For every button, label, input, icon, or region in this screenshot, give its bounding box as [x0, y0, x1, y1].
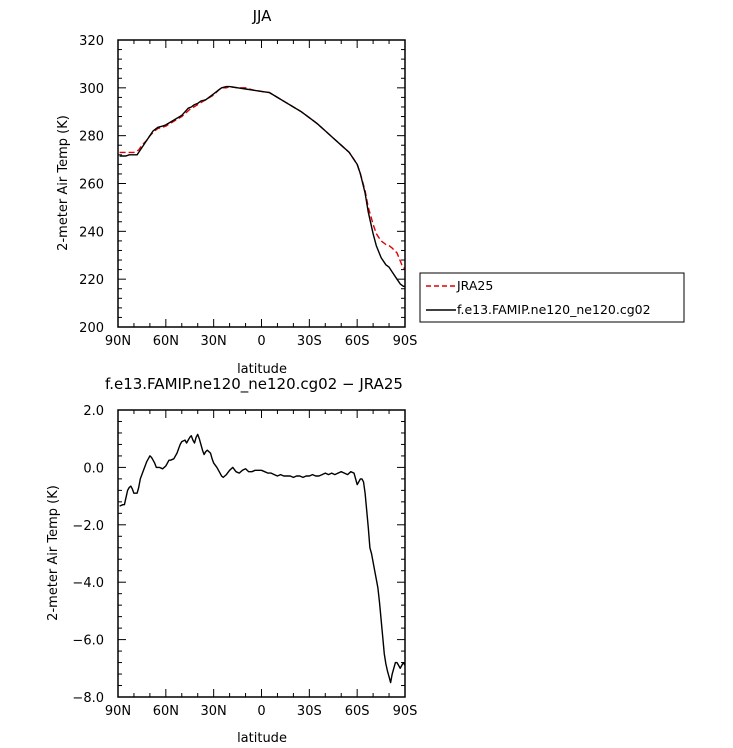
bottom-x-axis-label: latitude — [237, 731, 287, 746]
legend-box — [419, 272, 685, 323]
top-ticks — [117, 39, 406, 328]
bottom-chart-title: f.e13.FAMIP.ne120_ne120.cg02 − JRA25 — [105, 375, 403, 394]
legend-entry-model: f.e13.FAMIP.ne120_ne120.cg02 — [457, 302, 651, 317]
top-plot-frame — [117, 39, 406, 328]
top-series-line-1 — [119, 85, 405, 287]
top-x-tick-label: 30N — [201, 334, 227, 349]
legend-entry-jra25: JRA25 — [456, 278, 493, 293]
bottom-x-tick-label: 30N — [201, 704, 227, 719]
top-y-tick-label: 280 — [79, 130, 104, 145]
top-x-tick-label: 0 — [257, 334, 265, 349]
top-y-tick-label: 240 — [79, 225, 104, 240]
bottom-y-axis-label: 2-meter Air Temp (K) — [46, 485, 61, 621]
bottom-y-tick-label: −4.0 — [72, 576, 104, 591]
bottom-series — [119, 433, 406, 684]
bottom-y-tick-label: 2.0 — [83, 404, 104, 419]
top-x-tick-label: 30S — [297, 334, 322, 349]
top-series — [119, 85, 406, 287]
top-y-tick-label: 300 — [79, 82, 104, 97]
bottom-x-tick-label: 90S — [393, 704, 418, 719]
top-x-tick-label: 60N — [153, 334, 179, 349]
bottom-y-tick-label: 0.0 — [83, 461, 104, 476]
bottom-x-tick-label: 60S — [345, 704, 370, 719]
top-y-tick-label: 220 — [79, 273, 104, 288]
bottom-y-tick-label: −2.0 — [72, 519, 104, 534]
top-series-line-0 — [119, 85, 406, 270]
bottom-x-tick-label: 30S — [297, 704, 322, 719]
top-y-tick-label: 320 — [79, 34, 104, 49]
legend: JRA25 f.e13.FAMIP.ne120_ne120.cg02 — [419, 272, 685, 323]
bottom-series-line-0 — [119, 433, 406, 684]
bottom-x-tick-label: 60N — [153, 704, 179, 719]
bottom-y-tick-label: −6.0 — [72, 634, 104, 649]
bottom-y-tick-label: −8.0 — [72, 691, 104, 706]
bottom-plot-frame — [117, 409, 406, 698]
bottom-panel: f.e13.FAMIP.ne120_ne120.cg02 − JRA25 lat… — [46, 375, 417, 746]
top-x-axis-label: latitude — [237, 362, 287, 377]
top-x-tick-label: 90S — [393, 334, 418, 349]
top-y-axis-label: 2-meter Air Temp (K) — [56, 115, 71, 251]
bottom-x-tick-label: 0 — [257, 704, 265, 719]
top-tick-labels: 90N 60N 30N 0 30S 60S 90S 200 220 240 260 280 300 320 — [79, 34, 417, 349]
top-panel: JJA latitude 2-meter Air Temp (K) 90N 60N… — [56, 7, 417, 377]
bottom-x-tick-label: 90N — [105, 704, 131, 719]
top-x-tick-label: 90N — [105, 334, 131, 349]
top-x-tick-label: 60S — [345, 334, 370, 349]
top-chart-title: JJA — [252, 7, 273, 25]
bottom-tick-labels: 90N 60N 30N 0 30S 60S 90S −8.0 −6.0 −4.0 −2.0 0.0 2.… — [72, 404, 417, 719]
bottom-ticks — [117, 409, 406, 698]
top-y-tick-label: 260 — [79, 178, 104, 193]
top-y-tick-label: 200 — [79, 321, 104, 336]
